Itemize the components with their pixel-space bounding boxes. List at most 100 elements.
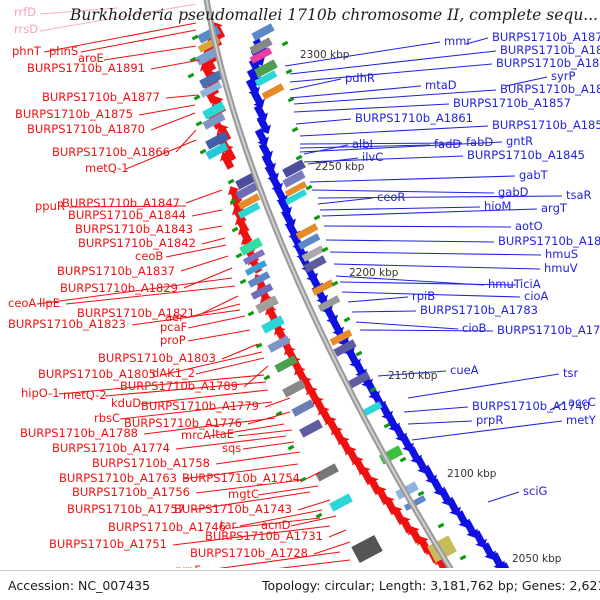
gene-label-left-16[interactable]: ceoB [135, 249, 163, 263]
gene-label-right-22[interactable]: argT [541, 201, 568, 215]
gene-label-left-6[interactable]: BURPS1710b_A1877 [42, 90, 160, 104]
gene-label-left-25[interactable]: proP [160, 333, 186, 347]
rna-marker[interactable] [321, 246, 329, 253]
gene-label-right-23[interactable]: aotO [515, 219, 543, 233]
rna-marker[interactable] [281, 40, 289, 47]
feature-block-outer[interactable] [284, 189, 308, 205]
feature-block-outer[interactable] [311, 279, 335, 296]
feature-block-inner[interactable] [255, 295, 279, 314]
feature-block-outer[interactable] [249, 37, 273, 55]
feature-block-inner[interactable] [199, 70, 223, 89]
gene-label-left-11[interactable]: BURPS1710b_A1847 [62, 196, 180, 210]
rna-marker[interactable] [195, 120, 203, 127]
gene-label-right-24[interactable]: BURPS1710b_A1800 [498, 234, 600, 248]
gene-label-left-4[interactable]: BURPS1710b_A1891 [27, 61, 145, 75]
gene-label-right-39[interactable]: metY [566, 413, 597, 427]
gene-label-right-15[interactable]: ilvC [362, 150, 383, 164]
feature-block-inner[interactable] [242, 249, 266, 265]
gene-label-left-35[interactable]: BURPS1710b_A1776 [124, 416, 242, 430]
gene-label-right-9[interactable]: BURPS1710b_A1861 [355, 111, 473, 125]
rna-marker[interactable] [275, 410, 283, 417]
gene-label-right-11[interactable]: fadD [434, 137, 461, 151]
feature-block-outer[interactable] [249, 47, 273, 64]
feature-block-inner[interactable] [274, 355, 298, 373]
rna-marker[interactable] [459, 554, 467, 561]
feature-block-outer[interactable] [295, 223, 319, 240]
rna-marker[interactable] [189, 56, 197, 63]
feature-block-outer[interactable] [282, 159, 306, 178]
rna-marker[interactable] [239, 278, 247, 285]
gene-arrow-reverse[interactable] [396, 513, 416, 535]
gene-label-left-31[interactable]: metQ-2 [63, 388, 107, 402]
gene-label-left-42[interactable]: BURPS1710b_A1763 [59, 471, 177, 485]
feature-block-inner[interactable] [282, 379, 306, 398]
gene-label-left-3[interactable]: phnS [49, 44, 78, 58]
gene-label-left-41[interactable]: BURPS1710b_A1758 [92, 456, 210, 470]
gene-label-left-24[interactable]: pcaF [160, 320, 187, 334]
gene-label-right-40[interactable]: sciG [523, 484, 547, 498]
feature-block-inner[interactable] [205, 142, 229, 160]
feature-block-inner[interactable] [315, 463, 339, 482]
gene-label-right-37[interactable]: accC [568, 395, 596, 409]
feature-block-outer[interactable] [329, 329, 353, 346]
gene-label-left-30[interactable]: hipO-1 [21, 386, 60, 400]
gene-label-left-50[interactable]: BURPS1710b_A1746 [108, 520, 226, 534]
gene-label-left-21[interactable]: BURPS1710b_A1821 [77, 306, 195, 320]
feature-block-outer[interactable] [254, 59, 278, 78]
gene-label-left-7[interactable]: BURPS1710b_A1875 [15, 107, 133, 121]
feature-block-inner[interactable] [195, 47, 219, 66]
feature-block-inner[interactable] [329, 493, 353, 512]
rna-marker[interactable] [315, 512, 323, 519]
gene-arrow-forward[interactable] [256, 141, 276, 163]
gene-label-right-31[interactable]: BURPS1710b_A1783 [420, 303, 538, 317]
feature-block-inner[interactable] [205, 131, 229, 150]
gene-arrow-forward[interactable] [397, 433, 417, 455]
gene-label-left-1[interactable]: rrsD [14, 22, 38, 36]
gene-label-right-17[interactable]: gabT [519, 168, 549, 182]
rna-marker[interactable] [299, 476, 307, 483]
gene-arrow-reverse[interactable] [414, 533, 434, 555]
gene-label-right-38[interactable]: prpR [476, 413, 503, 427]
gene-label-left-14[interactable]: BURPS1710b_A1843 [75, 222, 193, 236]
gene-label-right-0[interactable]: mmr [444, 34, 471, 48]
gene-label-right-4[interactable]: pdhR [345, 71, 375, 85]
gene-label-right-3[interactable]: BURPS1710b_A1865 [496, 56, 600, 70]
gene-label-left-32[interactable]: kduD [111, 396, 141, 410]
gene-label-left-51[interactable]: BURPS1710b_A1731 [205, 529, 323, 543]
gene-arrow-forward[interactable] [254, 115, 274, 137]
gene-label-left-28[interactable]: dAK1_2 [152, 366, 195, 380]
gene-arrow-forward[interactable] [376, 401, 396, 423]
rna-marker[interactable] [343, 316, 351, 323]
gene-label-left-53[interactable]: BURPS1710b_A1728 [190, 546, 308, 560]
rna-marker[interactable] [227, 178, 235, 185]
gene-label-right-10[interactable]: BURPS1710b_A1853 [492, 118, 600, 132]
gene-label-right-28[interactable]: iciA [520, 277, 541, 291]
rna-marker[interactable] [247, 310, 255, 317]
feature-block-outer[interactable] [403, 495, 427, 511]
gene-label-left-33[interactable]: BURPS1710b_A1779 [141, 399, 259, 413]
feature-block-outer[interactable] [284, 181, 308, 197]
feature-block-outer[interactable] [261, 83, 285, 100]
gene-label-right-13[interactable]: gntR [506, 134, 533, 148]
gene-label-left-40[interactable]: sqs [222, 441, 241, 455]
gene-arrow-reverse[interactable] [405, 523, 425, 545]
rna-marker[interactable] [437, 522, 445, 529]
gene-label-left-15[interactable]: BURPS1710b_A1842 [78, 236, 196, 250]
gene-label-left-29[interactable]: BURPS1710b_A1789 [120, 379, 238, 393]
gene-label-left-19[interactable]: ceoA [8, 296, 36, 310]
feature-block-inner[interactable] [267, 335, 291, 353]
feature-block-outer[interactable] [333, 339, 357, 357]
feature-block-outer[interactable] [301, 245, 325, 262]
gene-arrow-forward[interactable] [444, 497, 464, 519]
rna-marker[interactable] [383, 422, 391, 429]
feature-block-inner[interactable] [239, 237, 263, 256]
feature-block-inner[interactable] [237, 202, 261, 219]
gene-label-right-21[interactable]: hioM [484, 199, 511, 213]
rna-marker[interactable] [263, 374, 271, 381]
gene-label-left-54[interactable]: prpF [175, 563, 201, 577]
rna-marker[interactable] [193, 94, 201, 101]
feature-block-inner[interactable] [202, 112, 226, 130]
gene-label-right-25[interactable]: hmuS [545, 247, 578, 261]
gene-label-right-36[interactable]: BURPS1710b_A1740 [472, 399, 590, 413]
gene-label-right-26[interactable]: hmuV [544, 261, 578, 275]
